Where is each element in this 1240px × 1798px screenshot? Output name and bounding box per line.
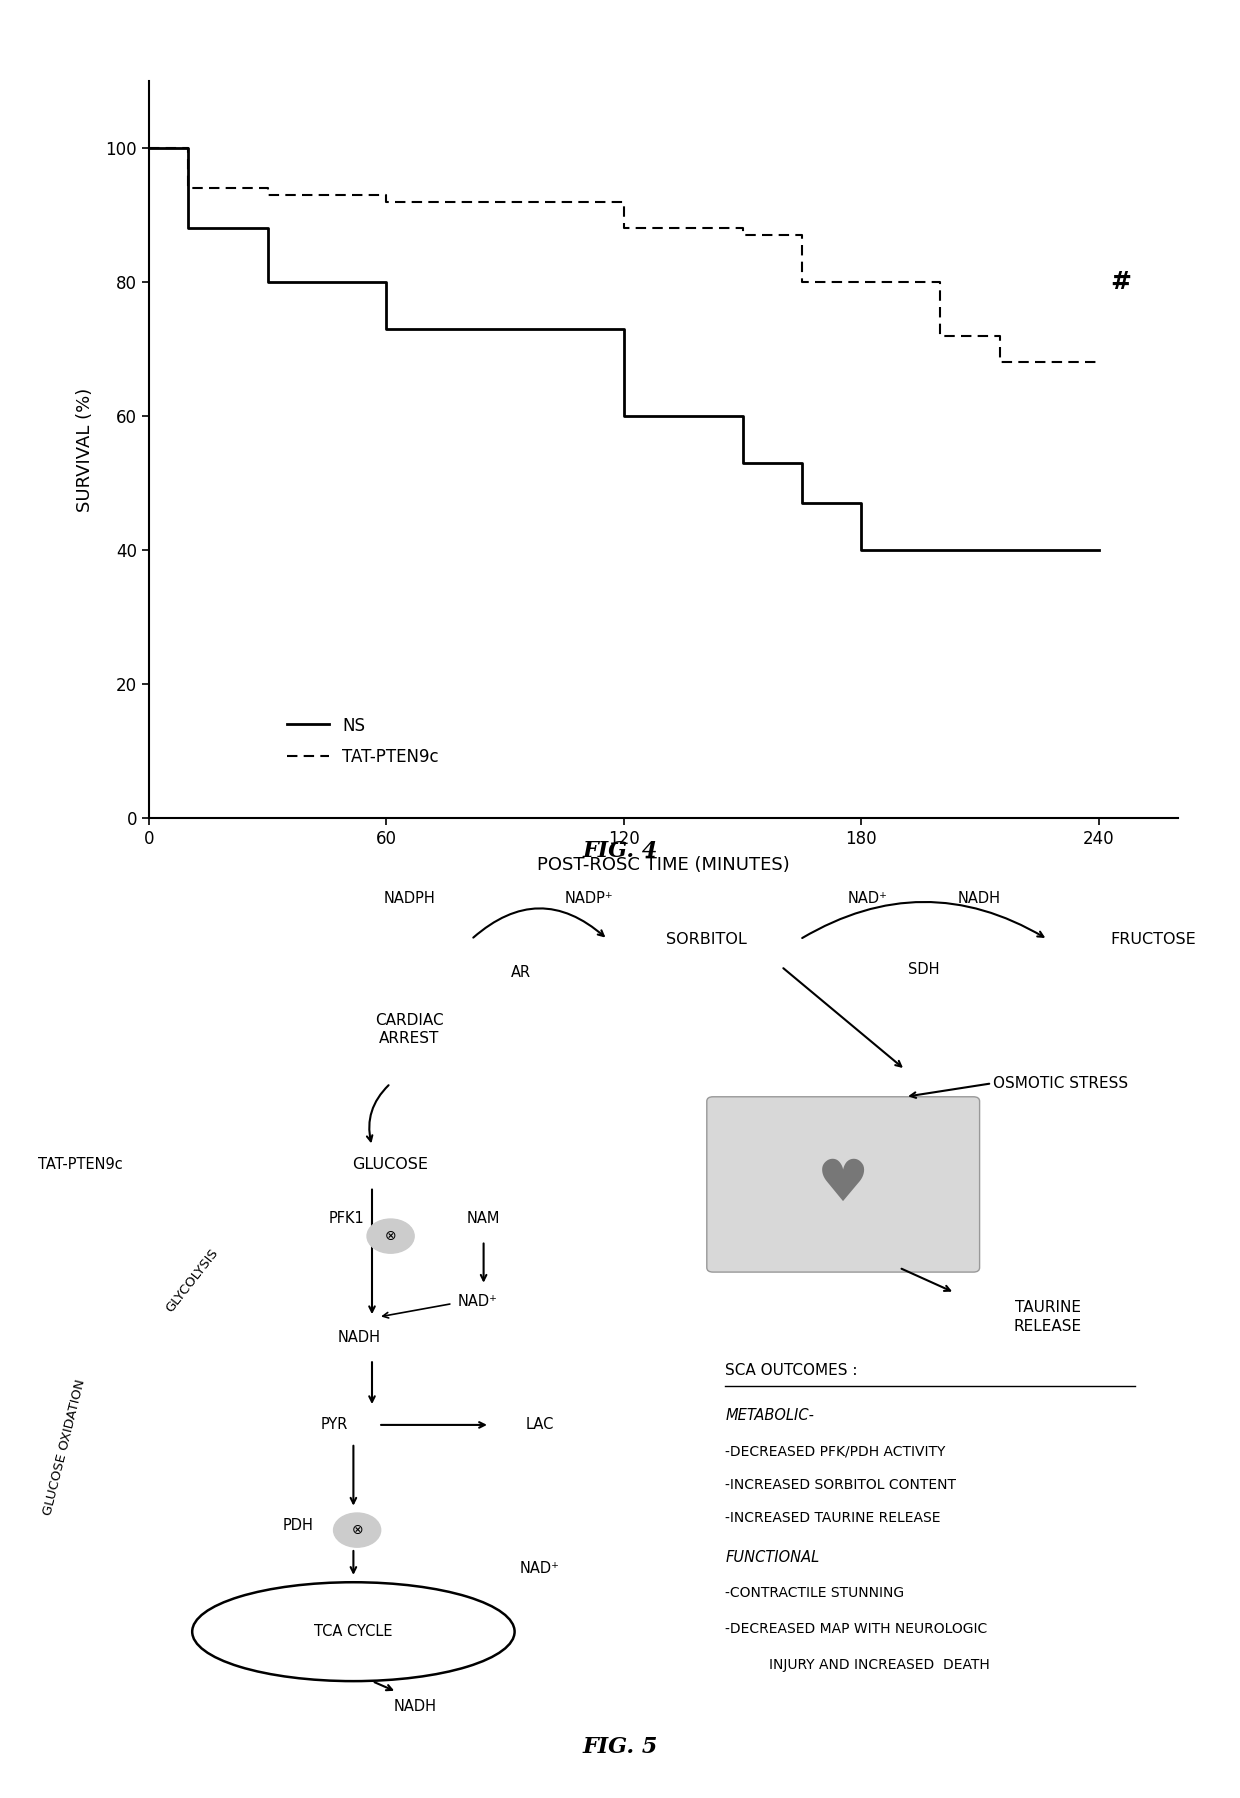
- TAT-PTEN9c: [1052, 352, 1066, 374]
- TAT-PTEN9c: [795, 271, 810, 293]
- Text: PYR: PYR: [321, 1417, 348, 1433]
- TAT-PTEN9c: [1052, 352, 1066, 374]
- Text: FIG. 5: FIG. 5: [583, 1737, 657, 1758]
- TAT-PTEN9c: [616, 218, 631, 239]
- Text: OSMOTIC STRESS: OSMOTIC STRESS: [993, 1075, 1127, 1091]
- NS: [972, 539, 987, 561]
- NS: [181, 137, 196, 158]
- Text: FRUCTOSE: FRUCTOSE: [1110, 931, 1197, 948]
- Text: TAT-PTEN9c: TAT-PTEN9c: [38, 1156, 123, 1172]
- NS: [854, 493, 869, 514]
- TAT-PTEN9c: [795, 225, 810, 246]
- NS: [616, 318, 631, 340]
- TAT-PTEN9c: [141, 137, 156, 158]
- NS: [795, 493, 810, 514]
- Text: NADH: NADH: [394, 1699, 436, 1713]
- Text: SORBITOL: SORBITOL: [666, 931, 748, 948]
- Text: SDH: SDH: [908, 962, 940, 976]
- TAT-PTEN9c: [616, 191, 631, 212]
- Text: NADPH: NADPH: [383, 892, 435, 906]
- NS: [181, 218, 196, 239]
- TAT-PTEN9c: [735, 218, 750, 239]
- NS: [795, 451, 810, 473]
- Text: #: #: [1111, 270, 1132, 293]
- TAT-PTEN9c: [932, 325, 947, 347]
- Text: LAC: LAC: [526, 1417, 553, 1433]
- NS: [379, 271, 394, 293]
- Text: FUNCTIONAL: FUNCTIONAL: [725, 1550, 820, 1564]
- Line: TAT-PTEN9c: TAT-PTEN9c: [149, 147, 1099, 363]
- TAT-PTEN9c: [260, 183, 275, 205]
- Text: GLUCOSE OXIDATION: GLUCOSE OXIDATION: [41, 1377, 88, 1518]
- Text: NADP⁺: NADP⁺: [564, 892, 614, 906]
- Text: SCA OUTCOMES :: SCA OUTCOMES :: [725, 1363, 858, 1379]
- Text: PFK1: PFK1: [329, 1210, 365, 1226]
- TAT-PTEN9c: [735, 225, 750, 246]
- TAT-PTEN9c: [854, 271, 869, 293]
- Text: ⊗: ⊗: [351, 1523, 363, 1537]
- Text: NAD⁺: NAD⁺: [458, 1295, 497, 1309]
- Line: NS: NS: [149, 147, 1099, 550]
- Text: NADH: NADH: [339, 1331, 381, 1345]
- Ellipse shape: [192, 1582, 515, 1681]
- TAT-PTEN9c: [181, 137, 196, 158]
- Text: TCA CYCLE: TCA CYCLE: [314, 1624, 393, 1640]
- NS: [260, 271, 275, 293]
- NS: [1091, 539, 1106, 561]
- TAT-PTEN9c: [181, 178, 196, 200]
- Text: -DECREASED PFK/PDH ACTIVITY: -DECREASED PFK/PDH ACTIVITY: [725, 1446, 946, 1458]
- Text: METABOLIC-: METABOLIC-: [725, 1408, 815, 1424]
- Text: -DECREASED MAP WITH NEUROLOGIC: -DECREASED MAP WITH NEUROLOGIC: [725, 1622, 987, 1636]
- TAT-PTEN9c: [379, 183, 394, 205]
- Text: FIG. 4: FIG. 4: [583, 840, 657, 861]
- Text: ⊗: ⊗: [384, 1230, 397, 1242]
- TAT-PTEN9c: [932, 271, 947, 293]
- NS: [913, 539, 928, 561]
- TAT-PTEN9c: [1091, 352, 1106, 374]
- NS: [854, 539, 869, 561]
- NS: [1091, 539, 1106, 561]
- X-axis label: POST-ROSC TIME (MINUTES): POST-ROSC TIME (MINUTES): [537, 856, 790, 874]
- NS: [735, 405, 750, 426]
- TAT-PTEN9c: [854, 271, 869, 293]
- Text: PDH: PDH: [283, 1518, 312, 1534]
- NS: [1032, 539, 1047, 561]
- TAT-PTEN9c: [992, 325, 1007, 347]
- Text: NAD⁺: NAD⁺: [848, 892, 888, 906]
- NS: [260, 218, 275, 239]
- NS: [913, 539, 928, 561]
- Text: GLUCOSE: GLUCOSE: [352, 1156, 429, 1172]
- Y-axis label: SURVIVAL (%): SURVIVAL (%): [76, 387, 94, 512]
- Text: -CONTRACTILE STUNNING: -CONTRACTILE STUNNING: [725, 1586, 904, 1600]
- NS: [735, 451, 750, 473]
- NS: [616, 405, 631, 426]
- NS: [1032, 539, 1047, 561]
- Text: -INCREASED TAURINE RELEASE: -INCREASED TAURINE RELEASE: [725, 1512, 941, 1525]
- Text: CARDIAC
ARREST: CARDIAC ARREST: [374, 1012, 444, 1046]
- FancyBboxPatch shape: [707, 1097, 980, 1273]
- TAT-PTEN9c: [992, 352, 1007, 374]
- Circle shape: [334, 1514, 381, 1546]
- Text: TAURINE
RELEASE: TAURINE RELEASE: [1014, 1300, 1081, 1334]
- NS: [972, 539, 987, 561]
- NS: [141, 137, 156, 158]
- NS: [379, 318, 394, 340]
- Text: AR: AR: [511, 966, 531, 980]
- Text: NADH: NADH: [959, 892, 1001, 906]
- TAT-PTEN9c: [260, 178, 275, 200]
- Text: ♥: ♥: [817, 1156, 869, 1214]
- Text: NAD⁺: NAD⁺: [520, 1561, 559, 1577]
- Circle shape: [367, 1219, 414, 1253]
- TAT-PTEN9c: [1091, 352, 1106, 374]
- Text: GLYCOLYSIS: GLYCOLYSIS: [164, 1246, 221, 1316]
- Text: -INCREASED SORBITOL CONTENT: -INCREASED SORBITOL CONTENT: [725, 1478, 956, 1492]
- Text: NAM: NAM: [467, 1210, 500, 1226]
- Text: INJURY AND INCREASED  DEATH: INJURY AND INCREASED DEATH: [769, 1658, 990, 1672]
- TAT-PTEN9c: [379, 191, 394, 212]
- Legend: NS, TAT-PTEN9c: NS, TAT-PTEN9c: [280, 710, 445, 773]
